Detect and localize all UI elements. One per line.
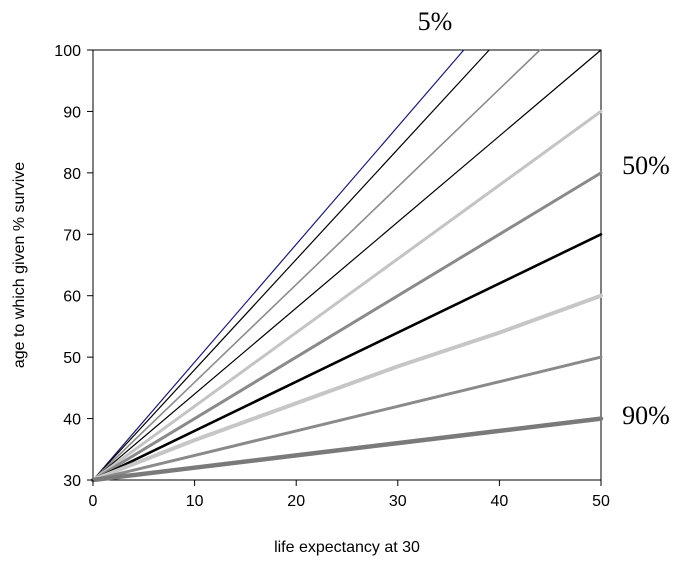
y-tick-label: 60 xyxy=(63,289,81,306)
series-line-3 xyxy=(92,49,541,481)
series-line-2 xyxy=(92,49,490,481)
series-line-7 xyxy=(91,233,603,482)
series-line-8 xyxy=(91,293,603,482)
x-axis-title: life expectancy at 30 xyxy=(274,539,420,556)
x-tick-label: 10 xyxy=(186,493,204,510)
series-line-6 xyxy=(91,171,603,482)
x-tick-label: 40 xyxy=(491,493,509,510)
annotation-90pct: 90% xyxy=(622,401,670,430)
y-tick-label: 40 xyxy=(63,412,81,429)
annotation-50pct: 50% xyxy=(622,151,670,180)
y-tick-label: 80 xyxy=(63,166,81,183)
y-tick-label: 90 xyxy=(63,104,81,121)
x-tick-label: 30 xyxy=(389,493,407,510)
x-tick-label: 0 xyxy=(89,493,98,510)
y-axis-title: age to which given % survive xyxy=(11,162,28,368)
y-tick-label: 100 xyxy=(54,43,81,60)
series-line-4 xyxy=(92,49,602,481)
series-line-10 xyxy=(90,416,604,483)
series-line-5 xyxy=(91,109,603,482)
series-line-1 xyxy=(92,49,465,481)
y-tick-label: 50 xyxy=(63,350,81,367)
axes-layer: 0 10 20 30 40 50 30 40 50 60 70 80 90 100 xyxy=(54,43,610,510)
x-tick-label: 20 xyxy=(287,493,305,510)
y-tick-label: 70 xyxy=(63,227,81,244)
annotation-5pct: 5% xyxy=(418,7,453,36)
x-tick-label: 50 xyxy=(592,493,610,510)
series-line-9 xyxy=(91,355,603,482)
y-tick-label: 30 xyxy=(63,473,81,490)
series-layer xyxy=(90,49,604,483)
